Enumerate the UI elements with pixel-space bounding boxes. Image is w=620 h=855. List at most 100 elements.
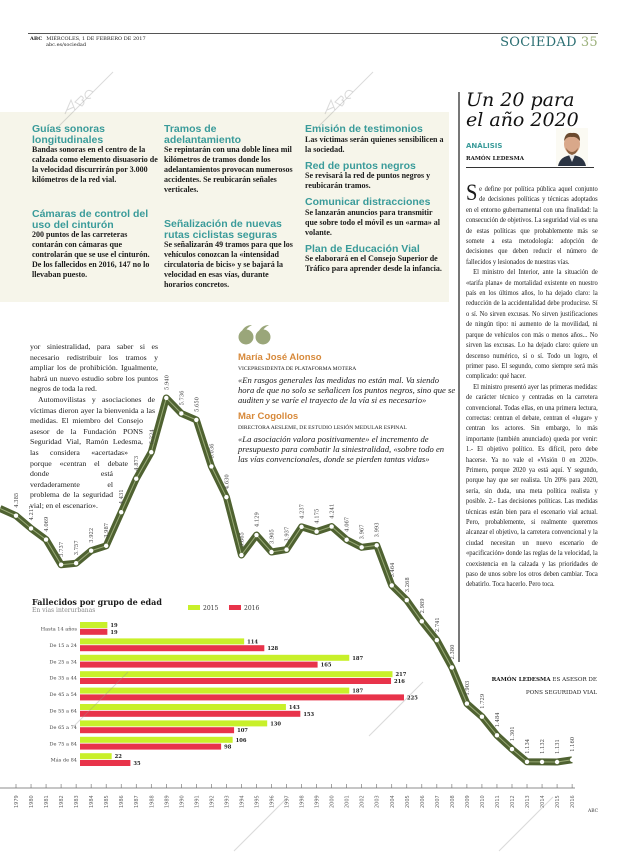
paragraph: Automovilistas y asociaciones de víctima…	[30, 394, 155, 510]
analysis-body: Se define por política pública aquel con…	[466, 180, 598, 590]
section-name: SOCIEDAD	[500, 35, 577, 50]
paragraph: Se define por política pública aquel con…	[466, 180, 598, 266]
byline-role: ES ASESOR DE	[552, 677, 597, 683]
bar-value: 106	[236, 738, 247, 744]
x-tick-label: 2009	[465, 795, 471, 808]
bar-value: 153	[303, 712, 314, 718]
x-tick-label: 2014	[540, 795, 546, 808]
data-point	[13, 513, 19, 518]
x-tick-label: 2003	[375, 795, 381, 808]
infobox-item: Tramos de adelantamiento Se repintarán co…	[164, 124, 296, 195]
category-label: Hasta 14 años	[41, 626, 78, 633]
category-label: De 15 a 24	[50, 643, 77, 649]
x-tick-label: 2004	[390, 795, 396, 808]
data-label: 4.630	[224, 474, 230, 489]
x-tick-label: 2013	[525, 795, 531, 808]
data-label: 4.129	[254, 512, 260, 527]
x-tick-label: 1997	[285, 795, 291, 808]
quote-text: «La asociación valora positivamente» el …	[238, 433, 445, 465]
bar-2016	[80, 743, 222, 750]
bar-value: 216	[394, 679, 405, 685]
bar-2016	[80, 661, 318, 668]
item-text: Bandas sonoras en el centro de la calzad…	[32, 145, 158, 184]
data-label: 4.873	[134, 456, 140, 471]
legend-label: 2016	[244, 605, 259, 612]
analysis-title: Un 20 para el año 2020	[466, 90, 579, 130]
x-tick-label: 2006	[420, 795, 426, 808]
category-label: De 75 a 84	[50, 741, 77, 747]
bar-value: 217	[395, 672, 406, 678]
bar-2015	[80, 753, 112, 760]
bar-value: 130	[270, 721, 281, 727]
data-point	[464, 701, 470, 706]
data-label: 1.729	[480, 694, 486, 709]
bar-value: 35	[133, 761, 141, 767]
data-label: 1.903	[465, 681, 471, 696]
category-label: De 45 a 54	[50, 692, 77, 698]
data-point	[299, 524, 304, 530]
bar-2015	[80, 736, 233, 743]
data-label: 4.385	[14, 493, 20, 508]
data-label: 4.175	[315, 509, 321, 524]
x-tick-label: 1994	[239, 795, 245, 808]
data-label: 4.217	[29, 506, 35, 521]
data-label: 1.484	[495, 712, 501, 728]
data-label: 5.224	[149, 429, 155, 445]
data-label: 2.989	[420, 598, 426, 613]
data-point	[164, 395, 169, 401]
bar-2016	[80, 760, 131, 766]
quote: María José Alonso VICEPRESIDENTA DE PLAT…	[238, 352, 456, 406]
x-tick-label: 1988	[149, 795, 155, 808]
article-text: yor siniestralidad, para saber si es nec…	[30, 342, 190, 602]
bar-value: 98	[224, 745, 232, 751]
infobox-column-3: Emisión de testimonios Las víctimas serán…	[305, 124, 445, 280]
item-title: Cámaras de control del uso del cinturón	[32, 208, 149, 231]
watermark	[318, 71, 374, 127]
x-tick-label: 2000	[330, 795, 336, 808]
x-tick-label: 2002	[360, 795, 366, 808]
x-tick-label: 1995	[254, 795, 260, 808]
watermark	[368, 681, 424, 737]
data-label: 4.241	[330, 504, 336, 519]
data-label: 4.237	[300, 504, 306, 519]
byline-role: PONS SEGURIDAD VIAL	[525, 690, 597, 696]
title-line: el año 2020	[466, 109, 579, 131]
credit: ABC	[587, 808, 599, 814]
data-label: 4.067	[345, 517, 351, 532]
item-text: Las víctimas serán quienes sensibilicen …	[305, 134, 444, 154]
x-tick-label: 1999	[315, 795, 321, 808]
measures-infobox: Guías sonoras longitudinales Bandas sonor…	[0, 112, 449, 302]
quote-role: VICEPRESIDENTA DE PLATAFORMA MOTERA	[238, 366, 357, 372]
data-point	[58, 562, 64, 567]
data-point	[569, 757, 575, 763]
x-tick-label: 2008	[450, 795, 456, 808]
item-text: Se señalizarán 49 tramos para que los ve…	[164, 240, 293, 289]
bar-2015	[80, 687, 350, 694]
bar-2016	[80, 727, 235, 734]
item-text: Se lanzarán anuncios para transmitir que…	[305, 207, 440, 237]
bar-2016	[80, 628, 108, 635]
paragraph: yor siniestralidad, para saber si es nec…	[30, 342, 158, 394]
data-label: 5.736	[179, 391, 185, 406]
bar-2015	[80, 671, 393, 678]
data-label: 3.922	[89, 528, 95, 543]
analysis-author: RAMÓN LEDESMA	[466, 156, 525, 162]
x-tick-label: 2015	[555, 795, 561, 808]
bar-2015	[80, 704, 286, 710]
quote: Mar Cogollos DIRECTORA AESLEME, DE ESTUD…	[238, 411, 456, 465]
item-title: Plan de Educación Vial	[305, 242, 420, 255]
category-label: De 55 a 64	[50, 709, 77, 715]
x-tick-label: 1981	[44, 795, 50, 808]
quote-role: DIRECTORA AESLEME, DE ESTUDIO LESIÓN MED…	[238, 424, 407, 431]
bar-2016	[80, 710, 301, 717]
masthead: ABC MIÉRCOLES, 1 DE FEBRERO DE 2017 abc.e…	[30, 36, 146, 48]
x-tick-label: 1982	[59, 795, 65, 808]
data-point	[239, 552, 244, 558]
data-label: 3.987	[104, 523, 110, 538]
data-point	[149, 449, 154, 455]
data-label: 1.131	[555, 739, 561, 754]
bar-value: 143	[289, 705, 300, 711]
bar-value: 165	[321, 663, 332, 669]
x-tick-label: 2016	[570, 795, 576, 808]
x-tick-label: 1991	[194, 795, 200, 808]
